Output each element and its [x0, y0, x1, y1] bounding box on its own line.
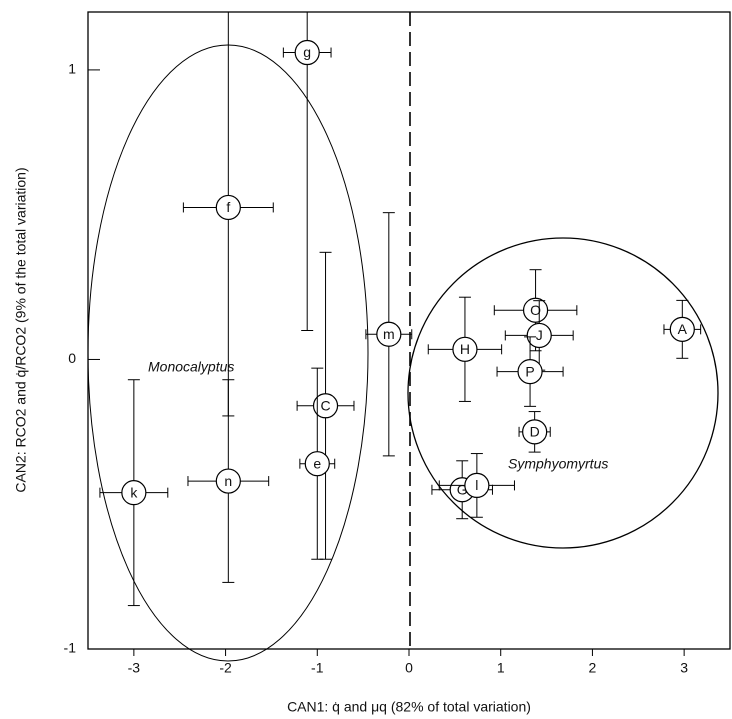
point: [294, 39, 320, 66]
y-tick-label: -1: [64, 640, 77, 656]
plot-frame: [87, 11, 731, 650]
x-tick-label: 3: [680, 660, 688, 676]
group-circle: [407, 237, 719, 549]
x-tick-label: 2: [589, 660, 597, 676]
y-tick-label: 1: [68, 61, 76, 77]
point: [304, 451, 330, 477]
point: [452, 336, 478, 362]
point-label: G: [457, 481, 468, 497]
point: [522, 297, 549, 323]
x-tick-label: 0: [405, 660, 413, 676]
point-label: D: [530, 424, 540, 440]
point: [215, 194, 241, 221]
point-label: H: [460, 341, 470, 357]
point-label: A: [678, 321, 688, 337]
x-tick-label: 1: [497, 660, 505, 676]
point-label: P: [525, 363, 534, 379]
annotation: Symphyomyrtus: [508, 456, 608, 472]
point: [526, 322, 552, 349]
point: [517, 359, 543, 385]
point-label: g: [303, 44, 311, 60]
point-label: J: [536, 327, 543, 343]
point-label: k: [130, 484, 138, 500]
y-tick-label: 0: [68, 350, 76, 366]
point: [464, 472, 490, 499]
point-label: C: [320, 397, 330, 413]
point-label: n: [224, 473, 232, 489]
x-axis-label: CAN1: q̇ and μq (82% of total variation): [287, 699, 531, 715]
x-tick-label: -1: [311, 660, 324, 676]
annotation: Monocalyptus: [148, 359, 234, 375]
x-tick-label: -2: [219, 660, 232, 676]
point: [522, 419, 548, 445]
x-tick-label: -3: [128, 660, 141, 676]
point: [121, 480, 147, 506]
point: [376, 321, 402, 347]
point-label: l: [475, 477, 478, 493]
point: [312, 393, 339, 419]
point-label: m: [383, 326, 395, 342]
point-label: f: [226, 199, 230, 215]
y-axis-label: CAN2: RCO2 and q̇/RCO2 (9% of the total …: [13, 167, 29, 492]
point-label: e: [313, 455, 321, 471]
point: [215, 468, 241, 494]
point: [669, 316, 695, 342]
point-label: O: [530, 302, 541, 318]
